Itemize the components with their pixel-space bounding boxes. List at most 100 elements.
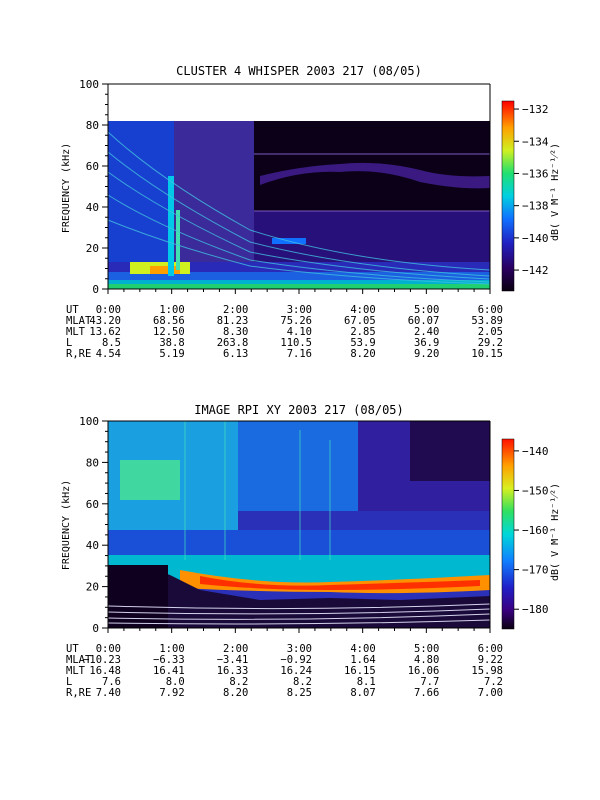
table-cell: 7.16 xyxy=(287,348,312,360)
colorbar-ticks: −132 −134 −136 −138 −140 −142 xyxy=(514,103,549,277)
table-cell: 8.2 xyxy=(229,676,248,688)
table-row-label: MLT xyxy=(66,326,86,338)
table-row-label: R,RE xyxy=(66,687,91,699)
y-tick-label: 60 xyxy=(86,498,99,511)
y-tick-label: 80 xyxy=(86,119,99,132)
table-cell: 12.50 xyxy=(153,326,185,338)
table-cell: 16.33 xyxy=(217,665,249,677)
colorbar xyxy=(501,100,515,292)
table-cell: 29.2 xyxy=(478,337,503,349)
table-cell: 2:00 xyxy=(223,304,248,316)
table-cell: 5:00 xyxy=(414,304,439,316)
table-cell: 53.9 xyxy=(350,337,375,349)
table-cell: 81.23 xyxy=(217,315,249,327)
table-cell: −0.92 xyxy=(280,654,312,666)
colorbar-label: dB( V M⁻¹ Hz⁻¹⁄²) xyxy=(550,483,561,581)
table-cell: 8.1 xyxy=(357,676,376,688)
table-cell: 4.10 xyxy=(287,326,312,338)
table-cell: 43.20 xyxy=(89,315,121,327)
orbit-table: UTMLATMLTLR,RE0:0043.2013.628.54.541:006… xyxy=(66,304,503,360)
table-cell: 36.9 xyxy=(414,337,439,349)
table-cell: 8.07 xyxy=(350,687,375,699)
table-cell: 8.20 xyxy=(223,687,248,699)
colorbar-tick-label: −160 xyxy=(522,524,549,537)
colorbar-tick-label: −180 xyxy=(522,603,549,616)
table-cell: 6:00 xyxy=(478,643,503,655)
table-cell: −3.41 xyxy=(217,654,249,666)
table-cell: 1:00 xyxy=(159,643,184,655)
table-cell: 75.26 xyxy=(280,315,312,327)
colorbar xyxy=(501,438,515,630)
table-cell: 0:00 xyxy=(96,304,121,316)
table-cell: 38.8 xyxy=(159,337,184,349)
table-cell: 9.20 xyxy=(414,348,439,360)
colorbar-label: dB( V M⁻¹ Hz⁻¹⁄²) xyxy=(550,143,561,241)
table-cell: 2:00 xyxy=(223,643,248,655)
colorbar-tick-label: −136 xyxy=(522,167,549,180)
y-tick-label: 0 xyxy=(92,283,99,296)
y-axis-label: FREQUENCY (kHz) xyxy=(61,143,72,233)
table-cell: 263.8 xyxy=(217,337,249,349)
spectrogram-image xyxy=(107,121,491,289)
colorbar-tick-label: −170 xyxy=(522,564,549,577)
table-cell: 110.5 xyxy=(280,337,312,349)
table-cell: 5:00 xyxy=(414,643,439,655)
table-cell: 6:00 xyxy=(478,304,503,316)
table-cell: 3:00 xyxy=(287,304,312,316)
table-cell: 8.2 xyxy=(293,676,312,688)
spectrogram-image xyxy=(107,421,491,628)
table-cell: 0:00 xyxy=(96,643,121,655)
table-cell: 67.05 xyxy=(344,315,376,327)
table-cell: 16.15 xyxy=(344,665,376,677)
table-cell: 4.80 xyxy=(414,654,439,666)
x-axis-ticks xyxy=(107,289,491,294)
y-axis-label: FREQUENCY (kHz) xyxy=(61,480,72,570)
table-cell: 7.7 xyxy=(420,676,439,688)
table-cell: 5.19 xyxy=(159,348,184,360)
table-row-label: UT xyxy=(66,304,79,316)
table-cell: 4:00 xyxy=(350,304,375,316)
colorbar-ticks: −140 −150 −160 −170 −180 xyxy=(514,445,549,616)
colorbar-tick-label: −138 xyxy=(522,200,549,213)
table-cell: −6.33 xyxy=(153,654,185,666)
table-cell: 7.40 xyxy=(96,687,121,699)
table-cell: 2.05 xyxy=(478,326,503,338)
panel-image-rpi: IMAGE RPI XY 2003 217 (08/05) FREQUENCY … xyxy=(61,403,561,699)
colorbar-tick-label: −134 xyxy=(522,135,549,148)
table-row-label: MLAT xyxy=(66,315,92,327)
table-cell: 7.92 xyxy=(159,687,184,699)
table-cell: −10.23 xyxy=(83,654,121,666)
table-cell: 7.66 xyxy=(414,687,439,699)
y-axis-ticks: 0 20 40 60 80 100 xyxy=(79,415,108,635)
table-cell: 8.0 xyxy=(166,676,185,688)
colorbar-tick-label: −150 xyxy=(522,484,549,497)
table-cell: 8.5 xyxy=(102,337,121,349)
y-tick-label: 100 xyxy=(79,78,99,91)
table-cell: 8.30 xyxy=(223,326,248,338)
table-row-label: UT xyxy=(66,643,79,655)
table-cell: 7.00 xyxy=(478,687,503,699)
table-row-label: L xyxy=(66,676,72,688)
table-cell: 2.40 xyxy=(414,326,439,338)
table-cell: 1:00 xyxy=(159,304,184,316)
y-tick-label: 100 xyxy=(79,415,99,428)
table-cell: 10.15 xyxy=(471,348,503,360)
table-cell: 60.07 xyxy=(408,315,440,327)
table-row-label: L xyxy=(66,337,72,349)
colorbar-tick-label: −132 xyxy=(522,103,549,116)
table-cell: 16.48 xyxy=(89,665,121,677)
table-cell: 15.98 xyxy=(471,665,503,677)
table-cell: 8.20 xyxy=(350,348,375,360)
table-cell: 7.6 xyxy=(102,676,121,688)
table-cell: 16.24 xyxy=(280,665,312,677)
table-cell: 16.41 xyxy=(153,665,185,677)
table-row-label: R,RE xyxy=(66,348,91,360)
table-cell: 3:00 xyxy=(287,643,312,655)
y-tick-label: 20 xyxy=(86,581,99,594)
panel-cluster-whisper: CLUSTER 4 WHISPER 2003 217 (08/05) FREQU… xyxy=(61,64,561,360)
table-cell: 7.2 xyxy=(484,676,503,688)
colorbar-tick-label: −142 xyxy=(522,264,549,277)
table-cell: 4.54 xyxy=(96,348,121,360)
